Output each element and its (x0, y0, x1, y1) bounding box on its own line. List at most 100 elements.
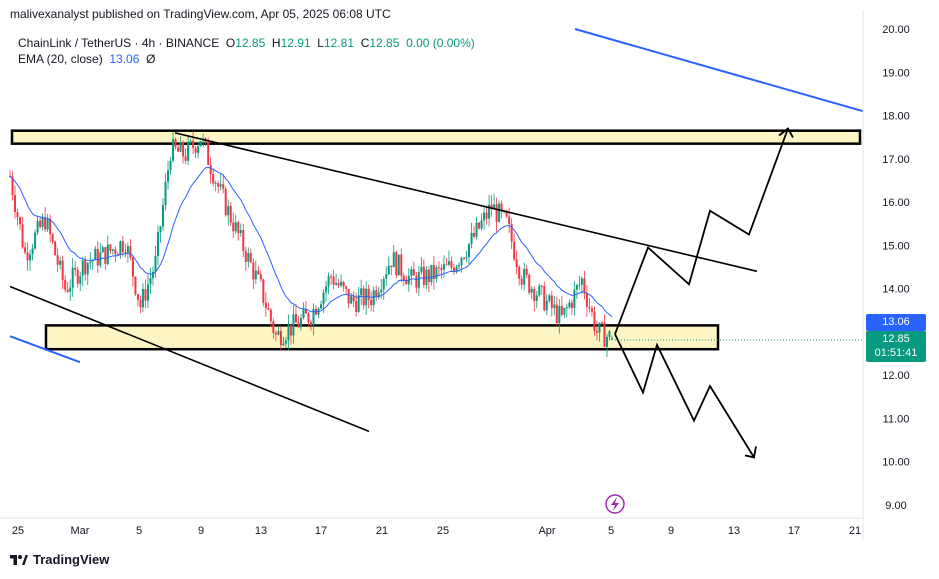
candle-body (550, 295, 553, 308)
candle-body (370, 299, 373, 306)
candle-body (79, 275, 82, 284)
candle-body (380, 289, 383, 293)
ema-row[interactable]: EMA (20, close) 13.06 Ø (18, 51, 475, 67)
symbol-row[interactable]: ChainLink / TetherUS · 4h · BINANCE O12.… (18, 36, 475, 50)
candle-body (422, 266, 425, 285)
candle-body (71, 267, 74, 288)
candle-body (355, 301, 358, 313)
symbol-name[interactable]: ChainLink / TetherUS · 4h · BINANCE (18, 36, 220, 50)
candle-body (272, 321, 275, 333)
candle-body (590, 308, 593, 312)
bearish-projection-path (614, 333, 755, 458)
time-tick-label: 21 (849, 525, 861, 537)
candle-body (294, 314, 297, 323)
candle-body (525, 268, 528, 275)
candle-body (588, 306, 591, 309)
time-tick-label: 9 (198, 525, 204, 537)
candle-body (74, 267, 77, 270)
candle-body (455, 266, 458, 273)
candle-body (595, 331, 598, 333)
candle-body (490, 204, 493, 209)
candle-body (332, 276, 335, 285)
candle-body (335, 283, 338, 285)
candle-body (217, 183, 220, 187)
candle-body (172, 139, 175, 161)
candle-body (395, 252, 398, 276)
last-price-tag: 12.85 01:51:41 (866, 331, 926, 362)
candle-body (299, 317, 302, 328)
candle-body (347, 288, 350, 304)
candle-body (533, 288, 536, 301)
candle-body (565, 307, 568, 309)
candle-body (279, 330, 282, 346)
candle-body (81, 260, 84, 276)
candle-body (515, 259, 518, 268)
candle-body (89, 261, 92, 263)
candle-body (304, 308, 307, 314)
candle-body (229, 205, 232, 223)
candle-body (320, 304, 323, 309)
trendlines (9, 28, 864, 433)
candle-body (51, 234, 54, 242)
candle-body (219, 184, 222, 187)
price-axis[interactable]: 20.0019.0018.0017.0016.0015.0014.0013.00… (882, 24, 910, 512)
time-tick-label: 13 (728, 525, 740, 537)
candle-body (415, 275, 418, 288)
ema-value: 13.06 (109, 52, 140, 66)
resistance-zone (10, 129, 862, 145)
ema-label[interactable]: EMA (20, close) (18, 52, 103, 66)
candle-body (19, 217, 22, 225)
candle-body (357, 295, 360, 313)
candle-body (162, 205, 165, 227)
candle-body (24, 247, 27, 253)
candle-body (483, 212, 486, 221)
candle-body (327, 276, 330, 287)
projection-arrows (614, 127, 794, 459)
candle-body (164, 181, 167, 206)
candle-body (244, 250, 247, 262)
candle-body (570, 302, 573, 308)
candle-body (254, 270, 257, 280)
candle-body (44, 217, 47, 230)
candle-body (427, 269, 430, 283)
candle-body (267, 308, 270, 310)
candle-body (184, 156, 187, 161)
candle-body (337, 283, 340, 286)
candle-body (505, 210, 508, 217)
candle-body (277, 330, 280, 335)
candle-body (485, 212, 488, 219)
candle-body (242, 230, 245, 251)
time-axis[interactable]: 25 Mar 5 9 13 17 21 25 Apr 5 9 13 17 21 (0, 517, 863, 537)
candle-body (197, 145, 200, 153)
bearish-arrowhead (744, 446, 757, 459)
candle-body (101, 247, 104, 253)
lightning-icon[interactable] (605, 494, 625, 514)
candle-body (192, 140, 195, 148)
last-price-value: 12.85 (882, 333, 910, 345)
candle-body (463, 257, 466, 259)
candle-body (26, 252, 29, 261)
candle-body (480, 220, 483, 229)
time-tick-label: 5 (136, 525, 142, 537)
candle-body (41, 217, 44, 227)
candle-body (274, 332, 277, 335)
candle-body (365, 288, 368, 306)
bullish-projection-path (614, 128, 789, 335)
price-tick-label: 14.00 (882, 284, 910, 296)
candle-body (360, 288, 363, 296)
candle-body (199, 141, 202, 146)
candle-body (598, 322, 601, 333)
candle-body (124, 251, 127, 253)
candle-body (611, 338, 613, 340)
candle-body (109, 244, 112, 251)
candle-body (543, 286, 546, 311)
candle-body (209, 164, 212, 175)
tradingview-logo[interactable]: TradingView (10, 552, 109, 567)
ema-extra: Ø (146, 52, 156, 66)
candle-body (104, 247, 107, 264)
candle-body (96, 248, 99, 266)
candle-body (405, 280, 408, 285)
candle-body (523, 268, 526, 285)
candle-body (262, 279, 265, 303)
